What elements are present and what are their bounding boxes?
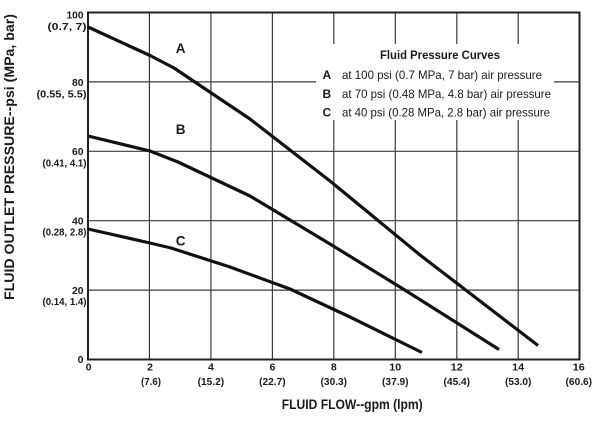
svg-text:(0.7, 7): (0.7, 7): [48, 21, 87, 33]
svg-text:2: 2: [147, 361, 153, 373]
svg-text:80: 80: [72, 77, 84, 89]
svg-text:(22.7): (22.7): [259, 376, 286, 388]
svg-text:(15.2): (15.2): [198, 376, 225, 388]
svg-text:A: A: [323, 68, 332, 82]
svg-text:40: 40: [72, 215, 84, 227]
svg-text:(37.9): (37.9): [382, 376, 409, 388]
svg-text:(45.4): (45.4): [444, 376, 471, 388]
svg-text:B: B: [323, 87, 332, 101]
svg-text:(60.6): (60.6): [566, 376, 593, 388]
svg-text:A: A: [176, 41, 186, 56]
svg-text:B: B: [176, 122, 186, 137]
svg-text:(0.28, 2.8): (0.28, 2.8): [43, 227, 87, 239]
svg-text:6: 6: [269, 361, 275, 373]
svg-text:(0.55, 5.5): (0.55, 5.5): [37, 88, 87, 100]
svg-text:60: 60: [72, 146, 84, 158]
svg-text:FLUID FLOW--gpm (lpm): FLUID FLOW--gpm (lpm): [282, 396, 423, 412]
svg-text:12: 12: [451, 361, 463, 373]
svg-text:10: 10: [389, 361, 401, 373]
svg-text:FLUID OUTLET PRESSURE--psi (MP: FLUID OUTLET PRESSURE--psi (MPa, bar): [1, 14, 17, 300]
svg-text:(0.14, 1.4): (0.14, 1.4): [43, 296, 87, 308]
svg-text:20: 20: [72, 285, 84, 297]
svg-text:(0.41, 4.1): (0.41, 4.1): [43, 157, 87, 169]
svg-text:14: 14: [512, 361, 524, 373]
svg-text:at 40 psi (0.28 MPa, 2.8 bar): at 40 psi (0.28 MPa, 2.8 bar) air pressu…: [342, 106, 550, 120]
svg-text:0: 0: [86, 361, 92, 373]
svg-text:100: 100: [67, 9, 84, 21]
svg-text:C: C: [176, 234, 186, 249]
svg-text:(30.3): (30.3): [321, 376, 348, 388]
svg-text:(53.0): (53.0): [505, 376, 532, 388]
svg-text:16: 16: [573, 361, 585, 373]
svg-text:4: 4: [208, 361, 214, 373]
svg-text:(7.6): (7.6): [141, 376, 161, 388]
svg-text:0: 0: [78, 354, 84, 366]
svg-text:at 70 psi (0.48 MPa, 4.8 bar): at 70 psi (0.48 MPa, 4.8 bar) air pressu…: [342, 87, 551, 101]
svg-text:8: 8: [331, 361, 337, 373]
svg-text:C: C: [323, 106, 332, 120]
svg-text:at 100 psi (0.7 MPa, 7 bar) ai: at 100 psi (0.7 MPa, 7 bar) air pressure: [342, 68, 542, 82]
svg-text:Fluid Pressure Curves: Fluid Pressure Curves: [380, 48, 500, 62]
